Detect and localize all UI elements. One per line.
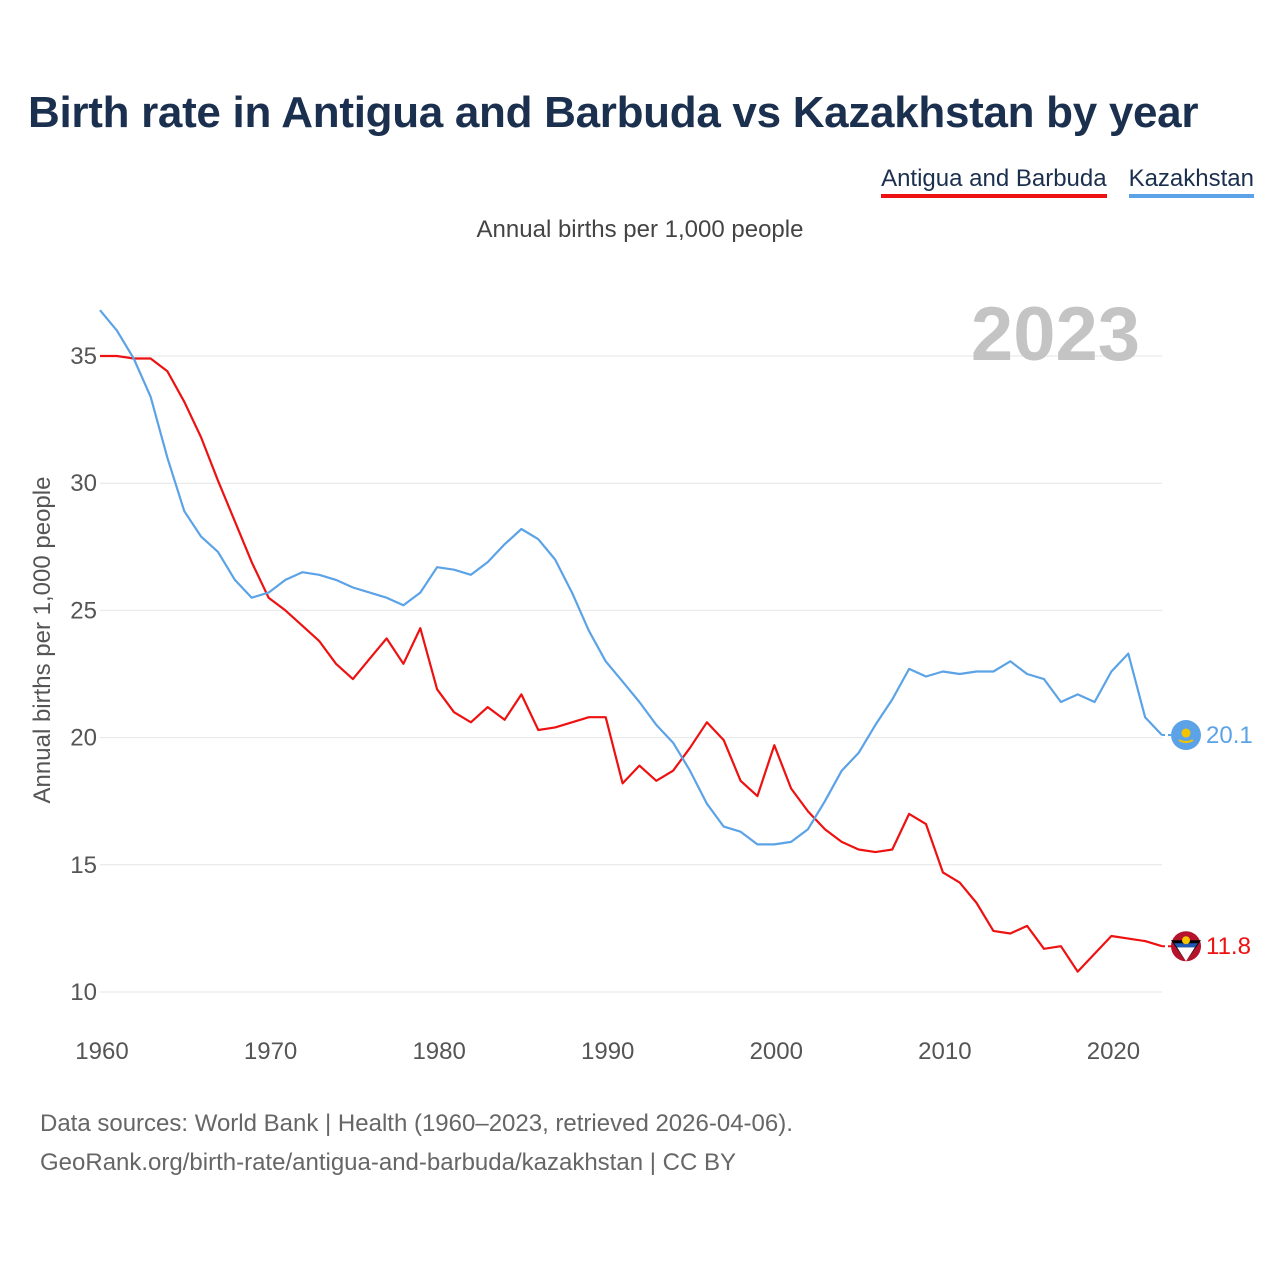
footer: Data sources: World Bank | Health (1960–… (40, 1104, 793, 1182)
end-value-label-kazakhstan: 20.1 (1206, 722, 1253, 749)
y-axis-ticks: 10 15 20 25 30 35 (70, 343, 97, 1006)
url-line[interactable]: GeoRank.org/birth-rate/antigua-and-barbu… (40, 1149, 736, 1176)
x-tick-label: 2020 (1087, 1038, 1140, 1065)
x-axis-ticks: 1960 1970 1980 1990 2000 2010 2020 (75, 1038, 1140, 1065)
legend-item-kazakhstan[interactable]: Kazakhstan (1128, 165, 1254, 198)
year-watermark: 2023 (971, 292, 1140, 377)
y-tick-label: 30 (70, 470, 97, 497)
x-tick-label: 2000 (750, 1038, 803, 1065)
flag-icon-kazakhstan (1171, 720, 1201, 751)
chart-subtitle: Annual births per 1,000 people (476, 216, 804, 243)
x-tick-label: 1980 (412, 1038, 465, 1065)
legend-item-antigua-and-barbuda[interactable]: Antigua and Barbuda (881, 165, 1107, 198)
x-tick-label: 1990 (581, 1038, 634, 1065)
y-tick-label: 20 (70, 725, 97, 752)
x-tick-label: 1960 (75, 1038, 128, 1065)
y-axis-label: Annual births per 1,000 people (29, 477, 56, 804)
flag-icon-antigua-and-barbuda (1171, 931, 1201, 962)
y-tick-label: 15 (70, 852, 97, 879)
series-lines (99, 309, 1163, 973)
y-tick-label: 25 (70, 597, 97, 624)
gridlines (100, 355, 1162, 993)
chart-title: Birth rate in Antigua and Barbuda vs Kaz… (28, 88, 1199, 137)
end-value-label-antigua-and-barbuda: 11.8 (1206, 933, 1251, 960)
x-tick-label: 2010 (918, 1038, 971, 1065)
y-tick-label: 10 (70, 979, 97, 1006)
series-line-kazakhstan[interactable] (99, 309, 1163, 846)
series-end-markers: 11.8 20.1 (1162, 720, 1253, 962)
y-tick-label: 35 (70, 343, 97, 370)
line-chart: 2023 10 15 20 25 30 35 1960 1970 1980 1990 2000 20… (29, 292, 1253, 1065)
series-line-antigua-and-barbuda[interactable] (100, 354, 1163, 973)
source-line: Data sources: World Bank | Health (1960–… (40, 1110, 793, 1137)
legend: Antigua and Barbuda Kazakhstan (881, 165, 1254, 198)
x-tick-label: 1970 (244, 1038, 297, 1065)
